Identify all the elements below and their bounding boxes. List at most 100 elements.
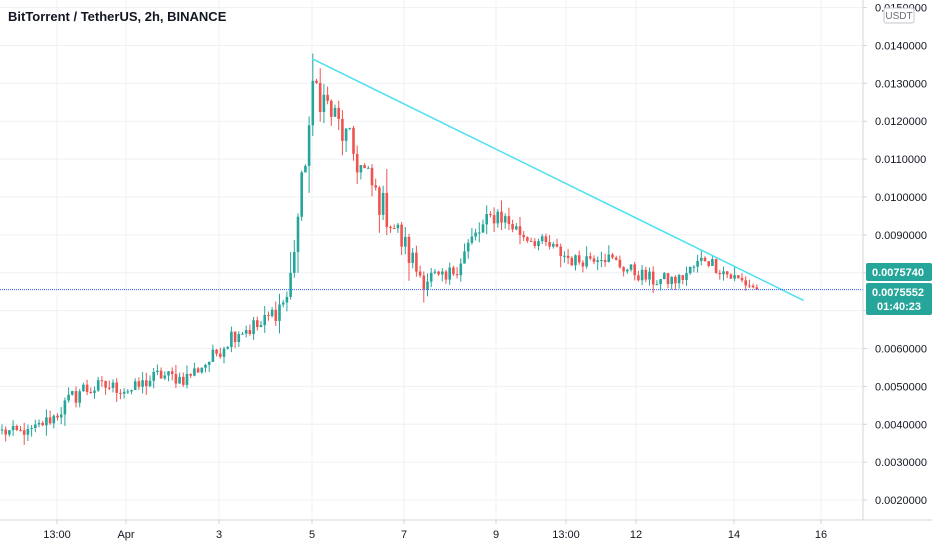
candle-body — [304, 165, 307, 173]
candle-body — [145, 380, 148, 387]
candle-body — [607, 254, 611, 263]
candle-body — [500, 211, 503, 223]
candle-body — [725, 271, 729, 275]
candle-body — [185, 373, 189, 385]
candle-body — [751, 285, 755, 288]
candle-body — [729, 274, 733, 279]
candle-body — [259, 325, 263, 327]
price-axis-label: 0.0140000 — [875, 40, 927, 52]
candle-body — [330, 100, 333, 117]
candle-body — [389, 226, 392, 229]
candle-body — [703, 257, 707, 262]
candle-body — [156, 370, 159, 372]
price-axis-label: 0.0040000 — [875, 419, 927, 431]
candle-body — [322, 94, 326, 112]
candle-body — [22, 430, 26, 435]
candle-body — [348, 127, 352, 129]
candle-body — [256, 320, 259, 327]
price-axis[interactable] — [863, 0, 932, 520]
candle-body — [648, 271, 651, 280]
candle-body — [526, 237, 529, 241]
candle-body — [41, 422, 44, 426]
time-axis-label: 12 — [630, 529, 642, 541]
time-axis[interactable] — [0, 520, 932, 550]
candle-body — [307, 125, 311, 166]
candle-body — [278, 304, 281, 321]
grid — [0, 0, 862, 519]
time-axis-label: 14 — [728, 529, 740, 541]
candle-body — [318, 82, 322, 112]
candle-body — [263, 315, 266, 326]
candle-body — [507, 216, 511, 225]
candle-body — [274, 309, 278, 321]
candle-body — [637, 275, 640, 281]
candle-body — [548, 242, 551, 247]
candle-body — [644, 269, 648, 280]
price-badge-current: 0.0075552 01:40:23 — [866, 283, 932, 315]
candle-body — [93, 390, 96, 393]
candle-body — [651, 271, 655, 285]
time-axis-label: 5 — [309, 529, 315, 541]
candle-body — [26, 428, 30, 435]
candle-body — [122, 391, 126, 394]
candle-body — [537, 241, 540, 247]
candle-body — [159, 370, 163, 379]
candle-body — [677, 275, 681, 284]
candle-body — [148, 380, 152, 387]
candle-body — [429, 272, 433, 282]
price-badge-timer: 01:40:23 — [877, 301, 921, 313]
candle-body — [448, 267, 451, 280]
candle-body — [193, 368, 196, 376]
candle-body — [515, 226, 518, 230]
candle-body — [59, 414, 63, 418]
candle-body — [422, 275, 426, 290]
candle-body — [337, 107, 340, 119]
candle-body — [659, 279, 662, 285]
candle-body — [400, 224, 403, 247]
candle-body — [418, 271, 422, 276]
candle-body — [492, 215, 496, 224]
candle-body — [341, 118, 344, 141]
candle-body — [219, 353, 222, 357]
candle-body — [570, 257, 574, 266]
candle-body — [196, 368, 200, 373]
candle-body — [552, 244, 555, 247]
candle-body — [559, 246, 562, 257]
candle-body — [230, 331, 233, 347]
time-axis-labels: 13:00 Apr 3 5 7 9 13:00 12 14 16 — [43, 520, 827, 541]
price-axis-label: 0.0050000 — [875, 381, 927, 393]
candle-body — [396, 224, 400, 229]
chart-title: BitTorrent / TetherUS, 2h, BINANCE — [8, 9, 227, 24]
candle-body — [755, 287, 759, 290]
candle-body — [585, 256, 588, 267]
candle-body — [119, 392, 122, 394]
candle-body — [663, 273, 666, 280]
candle-body — [444, 271, 448, 280]
candle-body — [618, 259, 622, 268]
candle-body — [4, 429, 7, 435]
candle-body — [622, 267, 625, 272]
candle-body — [411, 252, 414, 263]
candle-body — [326, 94, 329, 101]
trendline[interactable] — [311, 58, 804, 302]
currency-button[interactable]: USDT — [883, 7, 915, 24]
candle-body — [603, 259, 607, 263]
time-axis-label: Apr — [117, 529, 134, 541]
candle-body — [392, 228, 396, 230]
candle-body — [182, 376, 185, 385]
time-axis-label: 3 — [216, 529, 222, 541]
candle-body — [496, 211, 500, 224]
candle-body — [281, 302, 285, 305]
candle-body — [355, 153, 359, 173]
candle-body — [470, 236, 474, 243]
candle-body — [533, 241, 537, 247]
candle-body — [74, 391, 78, 403]
candle-body — [566, 255, 570, 258]
candle-body — [426, 281, 429, 290]
candle-body — [100, 380, 104, 382]
candle-body — [352, 127, 355, 154]
price-badge-upper: 0.0075740 — [866, 263, 932, 281]
candle-body — [544, 236, 548, 243]
